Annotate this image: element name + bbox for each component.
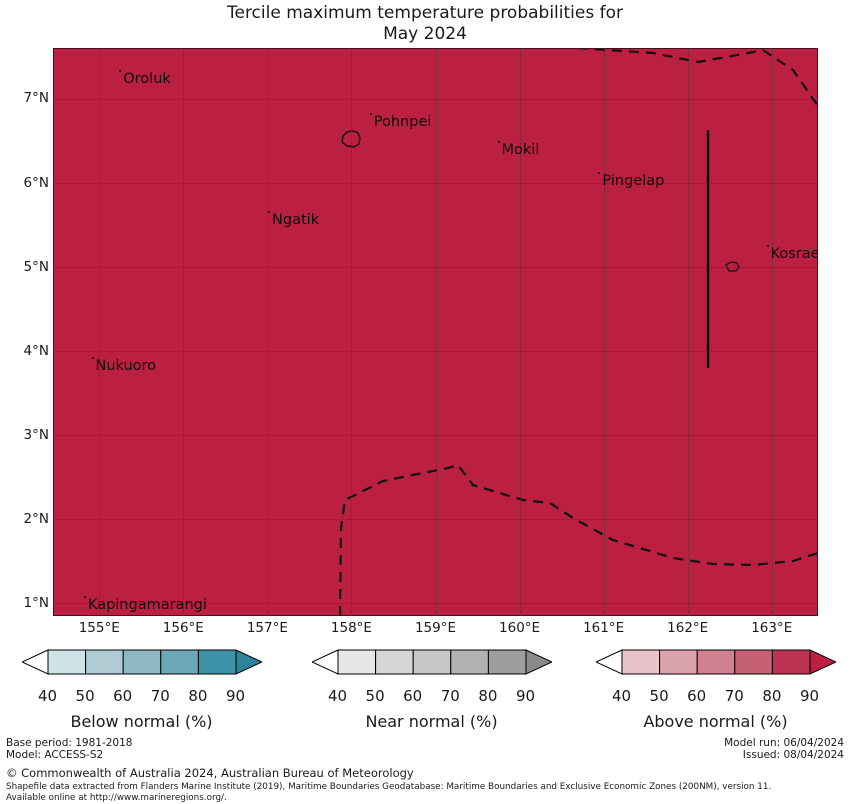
y-tick-7°N: 7°N: [23, 90, 49, 107]
y-axis: 1°N 2°N 3°N 4°N 5°N 6°N 7°N: [0, 48, 49, 616]
near-normal-tick-70: 70: [440, 687, 460, 705]
gridline-lon-160°E: [519, 48, 521, 616]
near-normal-colorbar-title: Near normal (%): [365, 712, 498, 731]
above-normal-tick-60: 60: [687, 687, 707, 705]
near-normal-tick-50: 50: [365, 687, 385, 705]
map-label-nukuoro: Nukuoro: [95, 357, 157, 374]
x-tick-160°E: 160°E: [499, 620, 541, 636]
below-normal-tick-90: 90: [225, 687, 246, 705]
near-normal-tick-40: 40: [327, 687, 348, 705]
gridline-lat-5°N: [53, 266, 818, 268]
map-label-ngatik: Ngatik: [272, 212, 320, 229]
above-normal-tick-50: 50: [649, 687, 669, 705]
map-label-mokil: Mokil: [501, 142, 540, 159]
above-normal-colorbar-title: Above normal (%): [643, 712, 788, 731]
x-tick-159°E: 159°E: [414, 620, 457, 636]
gridline-lat-2°N: [53, 519, 818, 521]
colorbar-below-normal[interactable]: 40 50 60 70 80 90 Below normal (%): [0, 648, 283, 731]
x-tick-161°E: 161°E: [583, 620, 625, 636]
gridline-lon-161°E: [603, 48, 605, 616]
gridline-lon-157°E: [267, 48, 269, 616]
gridline-lat-1°N: [53, 603, 818, 605]
gridline-lat-6°N: [53, 182, 818, 184]
below-normal-tick-50: 50: [75, 687, 95, 705]
footer-model: Model: ACCESS-S2: [6, 749, 104, 761]
gridline-lon-158°E: [351, 48, 353, 616]
y-tick-5°N: 5°N: [23, 258, 49, 275]
below-normal-tick-60: 60: [113, 687, 133, 705]
map-plot-area[interactable]: Oroluk Pohnpei Mokil Pingelap Ngatik Kosrae Nu…: [53, 48, 818, 616]
map-marker-kosrae: [766, 244, 769, 247]
x-tick-156°E: 156°E: [162, 620, 204, 636]
below-normal-tick-40: 40: [37, 687, 58, 705]
colorbar-near-normal[interactable]: 40 50 60 70 80 90 Near normal (%): [290, 648, 573, 731]
gridline-lat-4°N: [53, 350, 818, 352]
map-label-pingelap: Pingelap: [602, 173, 665, 190]
near-normal-tick-90: 90: [515, 687, 536, 705]
gridline-lon-156°E: [183, 48, 185, 616]
y-tick-3°N: 3°N: [23, 427, 49, 444]
page-title: Tercile maximum temperature probabilitie…: [0, 3, 850, 45]
below-normal-tick-70: 70: [150, 687, 170, 705]
colorbar-above-normal[interactable]: 40 50 60 70 80 90 Above normal (%): [574, 648, 850, 731]
above-normal-tick-90: 90: [799, 687, 820, 705]
footer-shapefile-line-1: Shapefile data extracted from Flanders M…: [6, 782, 772, 792]
above-normal-colorbar-swatches: [595, 649, 836, 675]
x-tick-158°E: 158°E: [330, 620, 372, 636]
map-label-oroluk: Oroluk: [123, 70, 171, 87]
above-normal-tick-40: 40: [611, 687, 632, 705]
footer-model-run: Model run: 06/04/2024: [724, 737, 844, 749]
x-tick-155°E: 155°E: [78, 620, 120, 636]
x-tick-162°E: 162°E: [667, 620, 709, 636]
map-marker-mokil: [497, 141, 500, 144]
below-normal-tick-80: 80: [188, 687, 208, 705]
gridline-lon-159°E: [435, 48, 437, 616]
gridline-lat-7°N: [53, 98, 818, 100]
footer-copyright: © Commonwealth of Australia 2024, Austra…: [6, 766, 414, 780]
below-normal-colorbar-swatches: [21, 649, 262, 675]
near-normal-tick-60: 60: [403, 687, 423, 705]
y-tick-2°N: 2°N: [23, 511, 49, 528]
map-vector-layer: [338, 48, 818, 616]
gridline-lon-163°E: [771, 48, 773, 616]
near-normal-tick-80: 80: [478, 687, 498, 705]
map-label-pohnpei: Pohnpei: [373, 113, 432, 130]
x-tick-163°E: 163°E: [751, 620, 793, 636]
map-label-kosrae: Kosrae: [770, 245, 818, 262]
map-marker-nukuoro: [91, 356, 94, 359]
above-normal-tick-80: 80: [762, 687, 782, 705]
map-marker-kapingamarangi: [83, 595, 86, 598]
y-tick-4°N: 4°N: [23, 342, 49, 359]
above-normal-tick-70: 70: [724, 687, 744, 705]
footer-base-period: Base period: 1981-2018: [6, 737, 133, 749]
map-marker-pohnpei: [369, 112, 372, 115]
y-tick-1°N: 1°N: [23, 595, 49, 612]
title-line-1: Tercile maximum temperature probabilitie…: [226, 3, 623, 23]
map-marker-oroluk: [119, 69, 122, 72]
gridline-lon-155°E: [99, 48, 101, 616]
footer-shapefile-line-2: Available online at http://www.marinereg…: [6, 793, 227, 803]
x-axis: 155°E 156°E 157°E 158°E 159°E 160°E 161°E 162°E…: [53, 620, 818, 640]
footer-issued: Issued: 08/04/2024: [742, 749, 844, 761]
title-line-2: May 2024: [383, 24, 467, 44]
near-normal-colorbar-swatches: [311, 649, 552, 675]
below-normal-colorbar-title: Below normal (%): [70, 712, 213, 731]
y-tick-6°N: 6°N: [23, 174, 49, 191]
map-label-kapingamarangi: Kapingamarangi: [87, 596, 207, 613]
map-marker-pingelap: [598, 172, 601, 175]
gridline-lon-162°E: [687, 48, 689, 616]
gridline-lat-3°N: [53, 435, 818, 437]
map-marker-ngatik: [268, 211, 271, 214]
x-tick-157°E: 157°E: [246, 620, 288, 636]
